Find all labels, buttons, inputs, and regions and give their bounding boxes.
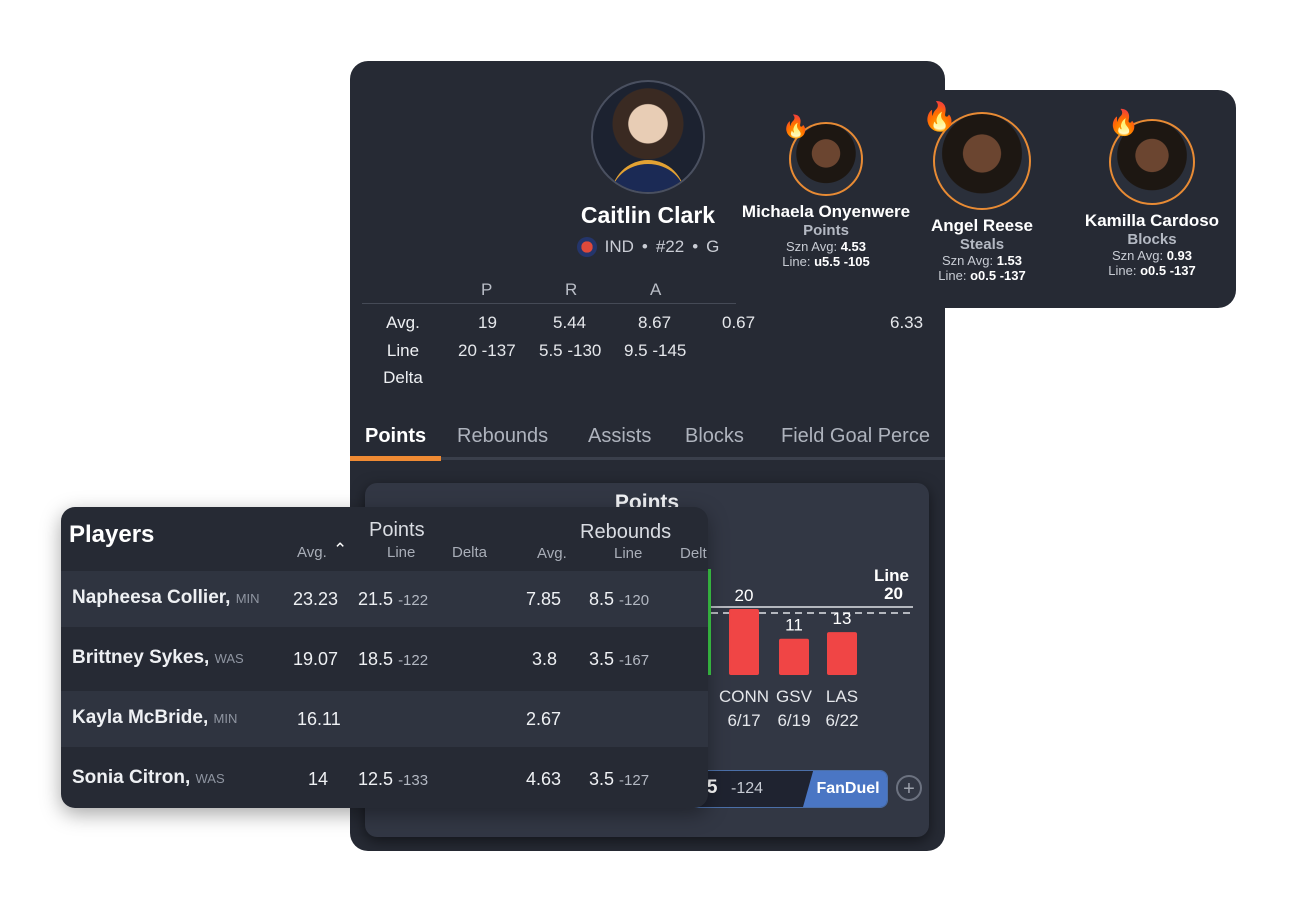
- sort-avg-header[interactable]: Avg.: [297, 544, 327, 561]
- x-tick-team: GSV: [776, 687, 813, 706]
- trending-stat: Steals: [959, 236, 1005, 253]
- group-header: Rebounds: [580, 521, 672, 543]
- bar: [827, 632, 857, 675]
- trending-player[interactable]: 🔥 Angel Reese Steals Szn Avg: 1.53 Line:…: [922, 101, 1033, 283]
- stat-row-label: Line: [386, 341, 420, 360]
- book-name: FanDuel: [803, 771, 887, 807]
- tab-field-goal-percentage[interactable]: Field Goal Perce: [781, 425, 930, 447]
- table-row[interactable]: Kayla McBride, MIN 16.11 2.67: [61, 691, 708, 747]
- add-button[interactable]: +: [896, 775, 922, 801]
- player-team: IND: [604, 237, 634, 256]
- stat-cell: 20 -137: [458, 341, 516, 360]
- team-logo-icon: [576, 237, 597, 257]
- trending-stat: Blocks: [1127, 231, 1177, 248]
- stat-cell: 19: [478, 313, 497, 332]
- player-name: Kayla McBride, MIN: [72, 707, 238, 728]
- trending-line: o0.5 -137: [1140, 263, 1196, 278]
- player-name: Caitlin Clark: [580, 202, 716, 228]
- bar-value-label: 20: [735, 586, 754, 605]
- player-number: #22: [655, 237, 685, 256]
- sort-ascending-icon[interactable]: ⌃: [333, 540, 348, 559]
- player-avatar: [1109, 119, 1195, 205]
- trending-player[interactable]: 🔥 Michaela Onyenwere Points Szn Avg: 4.5…: [726, 114, 926, 269]
- bar: [779, 638, 809, 675]
- player-meta: IND • #22 • G: [550, 237, 746, 257]
- player-position: G: [706, 237, 720, 256]
- x-tick-team: LAS: [826, 687, 858, 706]
- x-tick-date: 6/19: [777, 711, 810, 730]
- fire-icon: 🔥: [1108, 109, 1140, 137]
- stat-cell: 9.5 -145: [624, 341, 687, 360]
- stat-col-header: A: [650, 280, 662, 299]
- col-header[interactable]: Delta: [452, 544, 488, 561]
- stat-cell: 0.67: [722, 313, 756, 332]
- stat-cell: 8.67: [638, 313, 672, 332]
- trending-line: u5.5 -105: [814, 254, 870, 269]
- col-header[interactable]: Line: [614, 545, 643, 562]
- stat-cell: 6.33: [890, 313, 924, 332]
- player-name: Napheesa Collier, MIN: [72, 587, 260, 608]
- trending-player[interactable]: 🔥 Kamilla Cardoso Blocks Szn Avg: 0.93 L…: [1085, 109, 1219, 278]
- fire-icon: 🔥: [782, 114, 810, 139]
- line-label: Line: [874, 566, 909, 585]
- sportsbook-line-pill[interactable]: 9.5 -124 FanDuel: [672, 770, 888, 808]
- tab-rebounds[interactable]: Rebounds: [457, 425, 549, 447]
- trending-name: Angel Reese: [930, 216, 1034, 235]
- trending-avg: 4.53: [840, 239, 866, 254]
- stat-row-label: Avg.: [386, 313, 420, 332]
- stat-cell: 5.44: [553, 313, 587, 332]
- player-avatar: [933, 112, 1031, 210]
- stat-tabs: Points Rebounds Assists Blocks Field Goa…: [350, 423, 945, 461]
- trending-name: Michaela Onyenwere: [741, 202, 911, 221]
- x-tick-date: 6/22: [825, 711, 858, 730]
- col-header[interactable]: Delt: [680, 545, 707, 562]
- tab-points[interactable]: Points: [365, 425, 427, 447]
- x-tick-team: CONN: [719, 687, 769, 706]
- fire-icon: 🔥: [922, 101, 957, 132]
- col-header[interactable]: Avg.: [537, 545, 567, 562]
- tab-active-indicator: [350, 456, 441, 461]
- tab-assists[interactable]: Assists: [588, 425, 652, 447]
- player-avatar: [789, 122, 863, 196]
- trending-avg: 0.93: [1166, 248, 1192, 263]
- book-odds: -124: [731, 780, 764, 797]
- group-header: Points: [369, 519, 425, 541]
- divider: [362, 303, 736, 304]
- tab-blocks[interactable]: Blocks: [685, 425, 744, 447]
- bar-partial: [707, 569, 711, 675]
- table-row[interactable]: Brittney Sykes, WAS 19.07 18.5 -122 3.8 …: [72, 647, 650, 669]
- stat-cell: 5.5 -130: [539, 341, 602, 360]
- players-title: Players: [69, 521, 155, 548]
- trending-name: Kamilla Cardoso: [1084, 211, 1220, 230]
- player-name: Sonia Citron, WAS: [72, 767, 225, 788]
- table-row[interactable]: Sonia Citron, WAS 14 12.5 -133 4.63 3.5 …: [72, 767, 650, 789]
- trending-line: o0.5 -137: [970, 268, 1026, 283]
- trending-card: 🔥 Michaela Onyenwere Points Szn Avg: 4.5…: [742, 90, 1236, 308]
- bar: [729, 609, 759, 675]
- stat-row-label: Delta: [383, 368, 423, 387]
- line-value: 20: [884, 584, 903, 603]
- x-tick-date: 6/17: [727, 711, 760, 730]
- col-header[interactable]: Line: [387, 544, 416, 561]
- player-name: Brittney Sykes, WAS: [72, 647, 244, 668]
- bar-value-label: 13: [833, 609, 852, 628]
- trending-avg: 1.53: [996, 253, 1022, 268]
- table-row[interactable]: Napheesa Collier, MIN 23.23 21.5 -122 7.…: [61, 571, 708, 627]
- tab-track: [350, 457, 945, 460]
- bar-value-label: 11: [785, 616, 803, 635]
- trending-stat: Points: [803, 222, 849, 239]
- stat-col-header: P: [481, 280, 493, 299]
- stat-col-header: R: [565, 280, 578, 299]
- player-avatar: [591, 80, 705, 194]
- players-table: Players Points Rebounds Avg. ⌃ Line Delt…: [61, 507, 708, 808]
